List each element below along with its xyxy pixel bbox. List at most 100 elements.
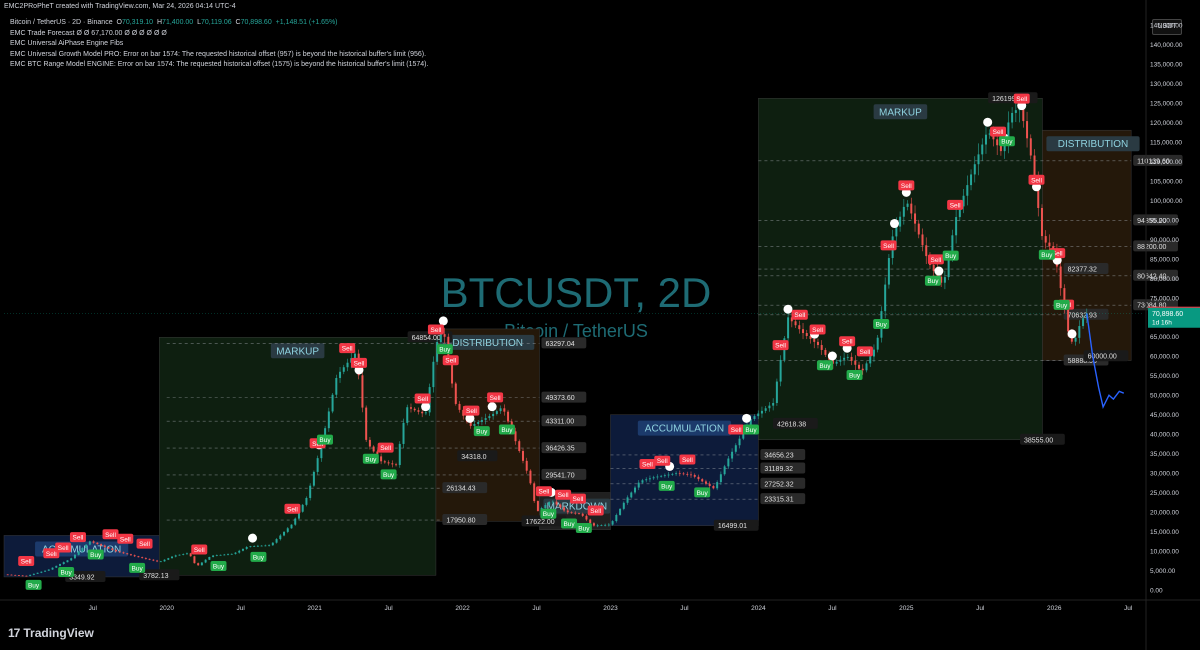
fib-level-label: 80642.40 (1137, 273, 1166, 280)
pivot-marker (248, 533, 258, 543)
sell-signal (880, 240, 897, 251)
sell-signal-label: Sell (445, 358, 456, 365)
candle-body (970, 174, 973, 186)
candle-body (234, 552, 237, 554)
buy-signal-label: Buy (876, 321, 888, 328)
sell-signal (55, 542, 72, 553)
buy-signal-label: Buy (543, 511, 555, 518)
buy-signal (362, 453, 379, 464)
sell-signal-label: Sell (883, 243, 894, 250)
candle-body (200, 562, 203, 566)
candle-body (577, 513, 580, 515)
candle-body (895, 226, 898, 237)
fib-level-tag (760, 477, 806, 489)
candle-body (596, 525, 599, 527)
candle-body (682, 473, 685, 475)
indicator-row[interactable]: EMC Trade Forecast Ø Ø 67,170.00 Ø Ø Ø Ø… (10, 29, 167, 37)
sell-signal-label: Sell (417, 396, 428, 403)
buy-signal (540, 508, 557, 519)
sell-signal-label: Sell (950, 202, 961, 209)
sell-signal-label: Sell (859, 349, 870, 356)
ohlc-high: 71,400.00 (162, 19, 194, 26)
sell-signal (839, 336, 856, 347)
pivot-marker (934, 266, 944, 276)
candle-body (1022, 107, 1025, 122)
candle-body (708, 483, 711, 487)
candle-body (365, 407, 368, 440)
sell-signal-label: Sell (380, 445, 391, 452)
time-tick-label: Jul (1124, 605, 1133, 612)
buy-signal (25, 579, 42, 590)
zone-label-box (441, 334, 535, 350)
buy-signal (210, 561, 227, 572)
buy-signal-label: Buy (1001, 139, 1013, 146)
candle-body (850, 356, 853, 361)
sell-signal (351, 357, 368, 368)
time-tick-label: Jul (976, 605, 985, 612)
candle-body (301, 504, 304, 512)
symbol-row[interactable]: Bitcoin / TetherUS · 2D · Binance O70,31… (10, 18, 428, 29)
buy-signal (498, 424, 515, 435)
candle-body (1014, 110, 1017, 113)
sell-signal (487, 392, 504, 403)
sell-signal (856, 346, 873, 357)
buy-signal-label: Buy (849, 373, 861, 380)
tradingview-logo[interactable]: 17 TradingView (8, 626, 94, 640)
sell-signal-label: Sell (120, 536, 131, 543)
indicator-row[interactable]: EMC Universal Growth Model PRO: Error on… (10, 50, 427, 58)
time-tick-label: Jul (680, 605, 689, 612)
candle-body (966, 185, 969, 196)
price-tick-label: 15,000.00 (1150, 529, 1179, 536)
indicator-row[interactable]: EMC BTC Range Model ENGINE: Error on bar… (10, 61, 429, 68)
price-tick-label: 30,000.00 (1150, 471, 1179, 478)
candle-body (32, 573, 35, 575)
candle-body (163, 559, 166, 562)
fib-level-tag (541, 391, 587, 403)
candle-body (858, 364, 861, 369)
candle-body (122, 552, 125, 554)
candle-body (421, 411, 424, 414)
candle-body (92, 541, 95, 543)
currency-button[interactable]: USDT (1152, 19, 1182, 35)
time-tick-label: Jul (828, 605, 837, 612)
candle-body (156, 560, 159, 562)
candle-body (1063, 288, 1066, 310)
candle-body (619, 508, 622, 515)
candle-body (21, 575, 24, 577)
buy-signal-label: Buy (563, 521, 575, 528)
candle-body (753, 416, 756, 419)
candle-body (96, 542, 99, 545)
price-tick-label: 95,000.00 (1150, 217, 1179, 224)
price-tick-label: 5,000.00 (1150, 568, 1176, 575)
symbol-line[interactable]: Bitcoin / TetherUS · 2D · Binance (10, 19, 113, 26)
sell-signal-label: Sell (775, 343, 786, 350)
candle-body (1029, 138, 1032, 156)
sell-signal-label: Sell (73, 535, 84, 542)
value-tag (1020, 433, 1065, 445)
candle-body (887, 258, 890, 285)
candle-body (290, 524, 293, 529)
fib-level-label: 31189.32 (764, 466, 793, 473)
candle-body (331, 394, 334, 412)
candle-body (133, 555, 136, 557)
fib-level-label: 43311.00 (545, 419, 574, 426)
candle-body (129, 554, 132, 556)
price-tick-label: 60,000.00 (1150, 354, 1179, 361)
candle-body (55, 565, 58, 568)
candle-body (268, 545, 271, 547)
sell-signal-label: Sell (682, 457, 693, 464)
indicator-row[interactable]: EMC Universal AiPhase Engine Fibs (10, 40, 124, 47)
sell-signal (654, 455, 671, 466)
price-tick-label: 120,000.00 (1150, 120, 1183, 127)
candle-body (372, 446, 375, 452)
candle-body (335, 378, 338, 395)
price-tick-label: 100,000.00 (1150, 198, 1183, 205)
candle-body (383, 461, 386, 463)
zone-label-box (270, 343, 325, 359)
pivot-marker (889, 219, 899, 229)
buy-signal (1038, 249, 1055, 260)
buy-signal (129, 562, 146, 573)
price-tick-label: 145,000.00 (1150, 23, 1183, 30)
candle-body (637, 482, 640, 488)
